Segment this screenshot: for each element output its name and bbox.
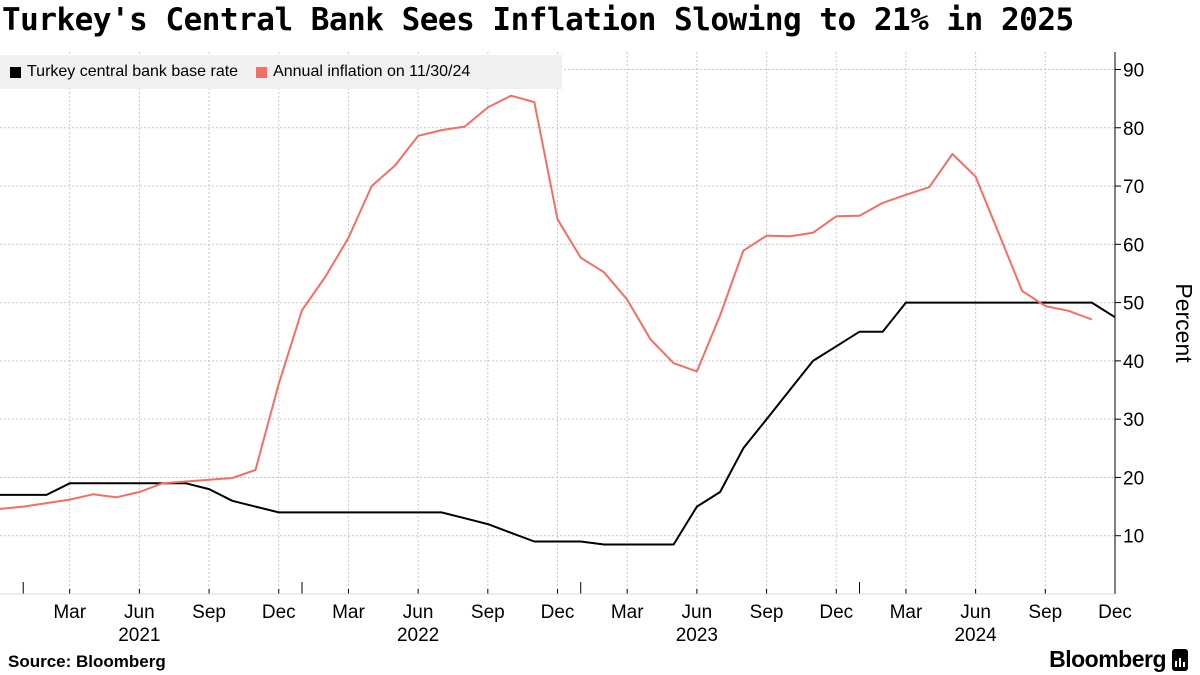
grid-layer <box>0 52 1116 594</box>
axis-layer <box>0 52 1121 595</box>
x-tick-label: Jun <box>124 602 155 623</box>
x-tick-label: Dec <box>819 602 853 623</box>
bloomberg-terminal-icon <box>1172 648 1188 671</box>
source-note: Source: Bloomberg <box>8 652 166 671</box>
series-layer <box>0 94 1116 546</box>
y-tick-label: 90 <box>1123 60 1144 81</box>
y-tick-label: 50 <box>1123 294 1144 315</box>
x-tick-label: Sep <box>1028 602 1062 623</box>
chart-title: Turkey's Central Bank Sees Inflation Slo… <box>2 2 1074 38</box>
series-line-0 <box>0 301 1116 546</box>
x-tick-label: Dec <box>262 602 296 623</box>
series-line-1 <box>0 94 1093 510</box>
legend-item-inflation: Annual inflation on 11/30/24 <box>256 63 470 81</box>
y-tick-label: 10 <box>1123 527 1144 548</box>
y-tick-label: 20 <box>1123 468 1144 489</box>
y-tick-label: 70 <box>1123 177 1144 198</box>
y-tick-label: 60 <box>1123 235 1144 256</box>
x-tick-label: Sep <box>192 602 226 623</box>
legend-swatch-base-rate <box>10 66 21 78</box>
label-layer: 10 20 30 40 50 60 70 80 90 Mar Jun Sep Dec Mar Jun Sep D… <box>53 60 1197 646</box>
legend-item-base-rate: Turkey central bank base rate <box>10 63 238 81</box>
y-tick-label: 30 <box>1123 410 1144 431</box>
x-tick-label: Jun <box>403 602 434 623</box>
x-tick-label: Mar <box>53 602 86 623</box>
x-tick-label: Dec <box>1098 602 1132 623</box>
brand-logo: Bloomberg <box>1049 646 1188 673</box>
x-tick-label: Jun <box>960 602 991 623</box>
legend-label-base-rate: Turkey central bank base rate <box>27 63 239 80</box>
y-tick-label: 80 <box>1123 119 1144 140</box>
x-tick-label: Mar <box>332 602 365 623</box>
x-tick-label: Jun <box>682 602 713 623</box>
x-tick-label: Sep <box>471 602 505 623</box>
legend: Turkey central bank base rate Annual inf… <box>0 55 562 89</box>
x-year-label: 2024 <box>954 625 997 646</box>
x-tick-label: Sep <box>750 602 784 623</box>
legend-label-inflation: Annual inflation on 11/30/24 <box>273 63 471 80</box>
brand-text: Bloomberg <box>1049 646 1166 672</box>
x-year-label: 2023 <box>676 625 718 646</box>
x-tick-label: Dec <box>541 602 575 623</box>
y-axis-title: Percent <box>1171 283 1197 363</box>
x-tick-label: Mar <box>611 602 644 623</box>
x-year-label: 2022 <box>397 625 439 646</box>
x-tick-label: Mar <box>890 602 923 623</box>
x-year-label: 2021 <box>118 625 160 646</box>
y-tick-label: 40 <box>1123 352 1144 373</box>
legend-swatch-inflation <box>256 66 268 78</box>
